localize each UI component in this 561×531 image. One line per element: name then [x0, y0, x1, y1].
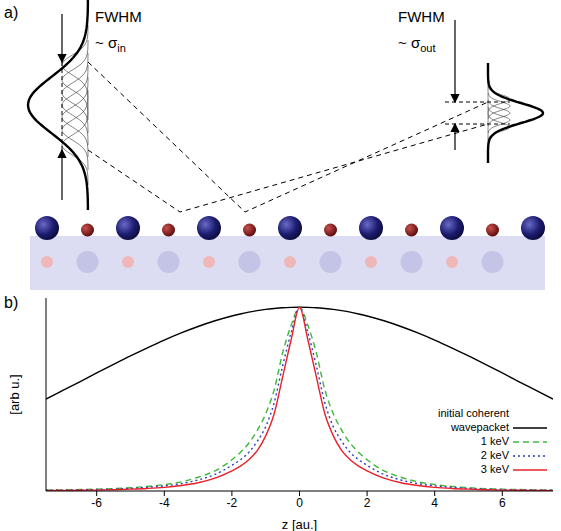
svg-text:-4: -4	[159, 496, 170, 510]
svg-text:-2: -2	[227, 496, 238, 510]
svg-text:2: 2	[364, 496, 371, 510]
html-text:b): b)	[4, 294, 19, 311]
html-text:3 keV: 3 keV	[480, 463, 509, 475]
svg-text:a): a)	[4, 4, 18, 21]
svg-text:~ σout: ~ σout	[398, 34, 435, 54]
svg-text:0: 0	[296, 496, 303, 510]
svg-text:[arb u.]: [arb u.]	[7, 374, 22, 414]
svg-text:~ σin: ~ σin	[95, 34, 126, 54]
svg-text:6: 6	[499, 496, 506, 510]
svg-text:4: 4	[431, 496, 438, 510]
svg-text:FWHM: FWHM	[95, 8, 142, 25]
html-text:initial coherent wavepacket: initial coherent wavepacket	[438, 407, 509, 433]
svg-text:-6: -6	[91, 496, 102, 510]
svg-text:z [au.]: z [au.]	[282, 517, 317, 531]
svg-text:FWHM: FWHM	[398, 8, 445, 25]
html-text:1 keV: 1 keV	[480, 435, 509, 447]
html-text:2 keV: 2 keV	[480, 449, 509, 461]
